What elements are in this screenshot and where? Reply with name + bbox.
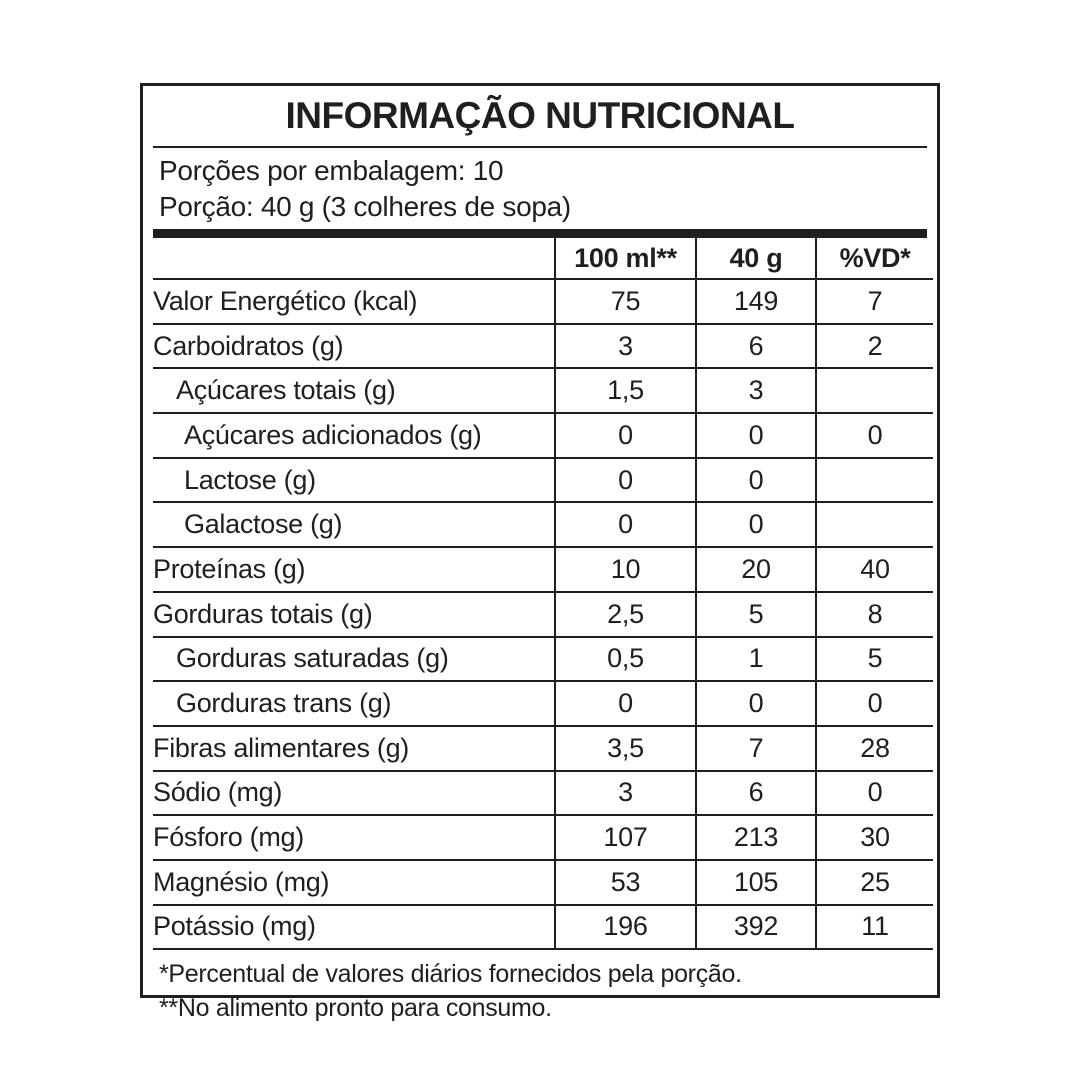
value-per-100ml: 107 bbox=[554, 815, 696, 861]
value-pct-vd: 8 bbox=[815, 591, 933, 638]
nutrition-table-body: Valor Energético (kcal) 75 149 7 Carboid… bbox=[153, 279, 933, 951]
value-per-100ml: 0 bbox=[554, 457, 696, 504]
value-per-40g: 6 bbox=[695, 770, 816, 817]
value-pct-vd bbox=[815, 457, 933, 504]
value-pct-vd: 2 bbox=[815, 323, 933, 370]
table-row: Gorduras totais (g) 2,5 5 8 bbox=[153, 591, 933, 638]
value-per-100ml: 1,5 bbox=[554, 368, 696, 415]
value-per-100ml: 10 bbox=[554, 547, 696, 593]
value-per-40g: 20 bbox=[695, 547, 816, 593]
value-per-100ml: 0 bbox=[554, 413, 696, 459]
value-pct-vd: 7 bbox=[815, 279, 933, 325]
value-pct-vd: 40 bbox=[815, 547, 933, 593]
value-per-40g: 0 bbox=[695, 457, 816, 504]
value-pct-vd: 11 bbox=[815, 904, 933, 951]
table-row: Fósforo (mg) 107 213 30 bbox=[153, 815, 933, 861]
value-per-100ml: 2,5 bbox=[554, 591, 696, 638]
portion-size-text: Porção: 40 g (3 colheres de sopa) bbox=[159, 191, 571, 222]
value-pct-vd: 28 bbox=[815, 725, 933, 772]
value-per-100ml: 3 bbox=[554, 323, 696, 370]
header-col-vd: %VD* bbox=[815, 238, 933, 280]
serving-info: Porções por embalagem: 10 Porção: 40 g (… bbox=[153, 148, 927, 225]
nutrient-name: Gorduras trans (g) bbox=[153, 681, 555, 727]
value-per-40g: 392 bbox=[695, 904, 816, 951]
value-pct-vd: 0 bbox=[815, 681, 933, 727]
value-per-40g: 3 bbox=[695, 368, 816, 415]
table-row: Galactose (g) 0 0 bbox=[153, 502, 933, 549]
nutrient-name: Carboidratos (g) bbox=[153, 323, 555, 370]
nutrient-name: Galactose (g) bbox=[153, 502, 555, 549]
value-per-40g: 1 bbox=[695, 636, 816, 683]
value-pct-vd: 5 bbox=[815, 636, 933, 683]
value-per-40g: 7 bbox=[695, 725, 816, 772]
value-per-100ml: 75 bbox=[554, 279, 696, 325]
servings-per-package-text: Porções por embalagem: 10 bbox=[159, 155, 504, 186]
table-row: Lactose (g) 0 0 bbox=[153, 457, 933, 504]
footnote-daily-values: *Percentual de valores diários fornecido… bbox=[159, 960, 742, 989]
table-header-row: 100 ml** 40 g %VD* bbox=[153, 238, 933, 280]
value-pct-vd: 0 bbox=[815, 770, 933, 817]
table-row: Açúcares totais (g) 1,5 3 bbox=[153, 368, 933, 415]
value-per-40g: 0 bbox=[695, 413, 816, 459]
value-per-100ml: 3,5 bbox=[554, 725, 696, 772]
value-per-100ml: 3 bbox=[554, 770, 696, 817]
title-divider bbox=[153, 146, 927, 148]
nutrient-name: Magnésio (mg) bbox=[153, 859, 555, 906]
value-pct-vd: 30 bbox=[815, 815, 933, 861]
nutrient-name: Potássio (mg) bbox=[153, 904, 555, 951]
footnotes: *Percentual de valores diários fornecido… bbox=[153, 950, 927, 1025]
value-pct-vd: 25 bbox=[815, 859, 933, 906]
header-col-100ml: 100 ml** bbox=[554, 238, 696, 280]
nutrient-name: Açúcares totais (g) bbox=[153, 368, 555, 415]
footnote-ready-to-consume: **No alimento pronto para consumo. bbox=[159, 994, 552, 1023]
value-pct-vd bbox=[815, 502, 933, 549]
value-per-40g: 105 bbox=[695, 859, 816, 906]
value-per-100ml: 196 bbox=[554, 904, 696, 951]
value-per-40g: 149 bbox=[695, 279, 816, 325]
table-row: Fibras alimentares (g) 3,5 7 28 bbox=[153, 725, 933, 772]
table-row: Açúcares adicionados (g) 0 0 0 bbox=[153, 413, 933, 459]
value-pct-vd: 0 bbox=[815, 413, 933, 459]
value-per-40g: 5 bbox=[695, 591, 816, 638]
value-per-100ml: 0 bbox=[554, 681, 696, 727]
nutrient-name: Fibras alimentares (g) bbox=[153, 725, 555, 772]
table-row: Gorduras saturadas (g) 0,5 1 5 bbox=[153, 636, 933, 683]
table-row: Gorduras trans (g) 0 0 0 bbox=[153, 681, 933, 727]
nutrient-name: Lactose (g) bbox=[153, 457, 555, 504]
value-per-40g: 0 bbox=[695, 681, 816, 727]
value-per-40g: 0 bbox=[695, 502, 816, 549]
nutrient-name: Sódio (mg) bbox=[153, 770, 555, 817]
header-thick-bar bbox=[153, 229, 927, 238]
nutrition-facts-panel: INFORMAÇÃO NUTRICIONAL Porções por embal… bbox=[140, 83, 940, 1022]
table-row: Carboidratos (g) 3 6 2 bbox=[153, 323, 933, 370]
table-row: Proteínas (g) 10 20 40 bbox=[153, 547, 933, 593]
value-per-100ml: 53 bbox=[554, 859, 696, 906]
value-per-100ml: 0 bbox=[554, 502, 696, 549]
value-per-40g: 213 bbox=[695, 815, 816, 861]
panel-title: INFORMAÇÃO NUTRICIONAL bbox=[285, 95, 795, 136]
nutrition-table: 100 ml** 40 g %VD* Valor Energético (kca… bbox=[153, 238, 933, 951]
header-nutrient-blank bbox=[153, 238, 555, 280]
nutrient-name: Fósforo (mg) bbox=[153, 815, 555, 861]
value-pct-vd bbox=[815, 368, 933, 415]
table-row: Valor Energético (kcal) 75 149 7 bbox=[153, 279, 933, 325]
header-col-40g: 40 g bbox=[695, 238, 816, 280]
nutrient-name: Valor Energético (kcal) bbox=[153, 279, 555, 325]
nutrient-name: Gorduras saturadas (g) bbox=[153, 636, 555, 683]
table-row: Magnésio (mg) 53 105 25 bbox=[153, 859, 933, 906]
table-row: Potássio (mg) 196 392 11 bbox=[153, 904, 933, 951]
value-per-40g: 6 bbox=[695, 323, 816, 370]
value-per-100ml: 0,5 bbox=[554, 636, 696, 683]
nutrient-name: Açúcares adicionados (g) bbox=[153, 413, 555, 459]
table-row: Sódio (mg) 3 6 0 bbox=[153, 770, 933, 817]
nutrient-name: Gorduras totais (g) bbox=[153, 591, 555, 638]
nutrient-name: Proteínas (g) bbox=[153, 547, 555, 593]
